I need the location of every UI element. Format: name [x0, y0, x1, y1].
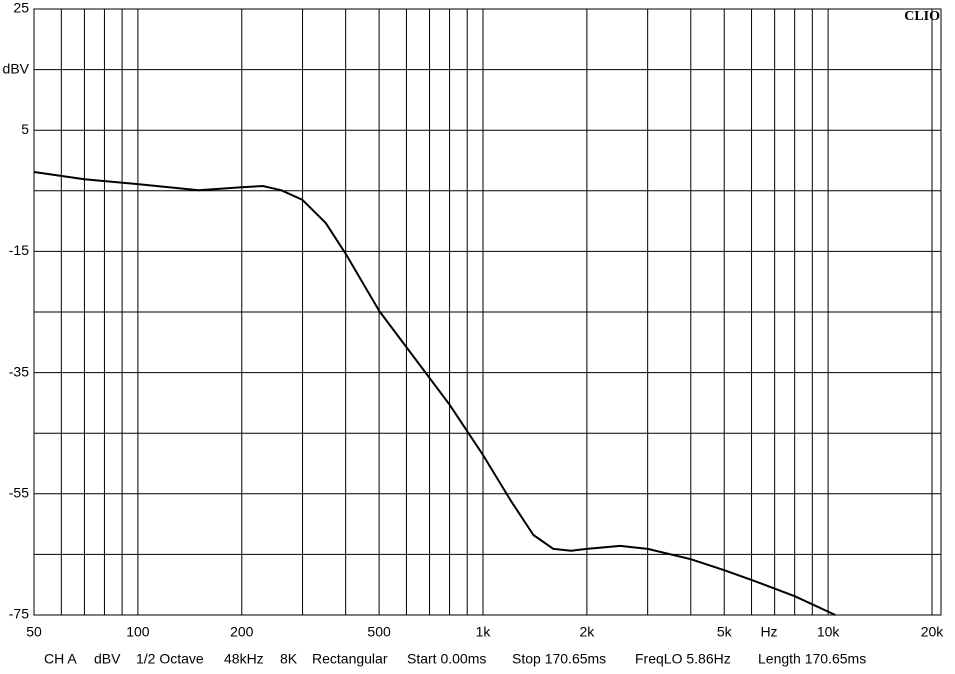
x-tick-label: 100: [126, 624, 150, 640]
x-tick-label: 10k: [817, 624, 841, 640]
footer-item: 8K: [280, 651, 298, 667]
footer-item: dBV: [94, 651, 121, 667]
y-tick-label: -55: [9, 485, 29, 501]
footer-item: FreqLO 5.86Hz: [635, 651, 731, 667]
x-tick-label: 20k: [921, 624, 945, 640]
footer-item: CH A: [44, 651, 77, 667]
y-tick-label: -75: [9, 606, 29, 622]
footer-item: 1/2 Octave: [136, 651, 204, 667]
footer-item: Stop 170.65ms: [512, 651, 606, 667]
x-tick-label: 5k: [717, 624, 733, 640]
response-curve: [33, 171, 836, 616]
footer-item: Rectangular: [312, 651, 388, 667]
y-tick-label: -35: [9, 363, 29, 379]
y-tick-label: dBV: [3, 60, 30, 76]
footer-item: Start 0.00ms: [407, 651, 486, 667]
footer-item: Length 170.65ms: [758, 651, 866, 667]
chart-title: CLIO: [904, 9, 940, 24]
x-tick-label: 200: [230, 624, 254, 640]
footer-item: 48kHz: [224, 651, 264, 667]
y-tick-label: -15: [9, 242, 29, 258]
x-tick-label: 1k: [476, 624, 492, 640]
x-axis-label: Hz: [760, 624, 777, 640]
x-tick-label: 500: [367, 624, 391, 640]
y-tick-label: 25: [13, 0, 29, 16]
y-tick-label: 5: [21, 121, 29, 137]
x-tick-label: 50: [26, 624, 42, 640]
x-tick-label: 2k: [579, 624, 595, 640]
